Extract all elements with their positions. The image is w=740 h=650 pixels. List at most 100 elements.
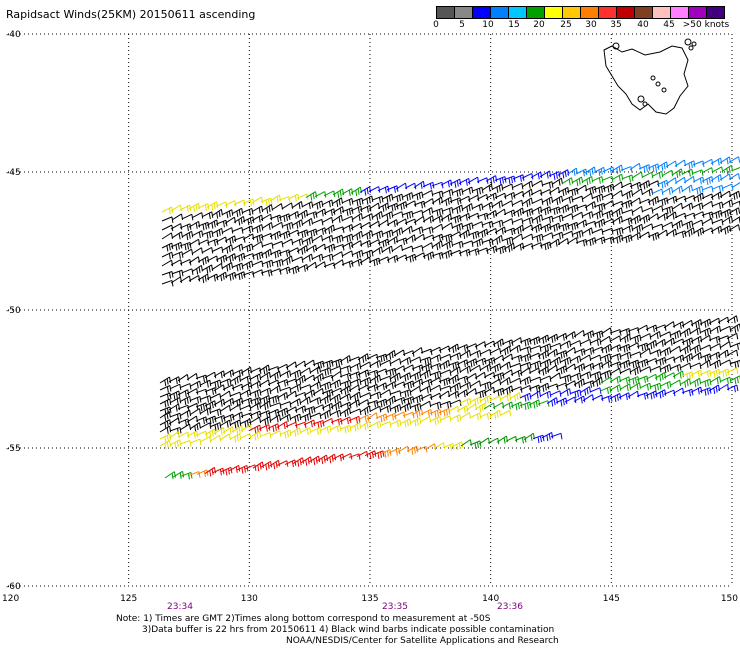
wind-barb <box>329 379 342 389</box>
wind-barb <box>311 253 324 262</box>
wind-barb <box>204 387 217 395</box>
wind-barb <box>641 171 654 179</box>
wind-barb <box>276 392 289 400</box>
wind-barb <box>539 358 552 368</box>
wind-barb <box>393 365 406 372</box>
wind-barb <box>726 315 738 324</box>
wind-barb <box>509 377 522 385</box>
wind-barb <box>539 375 552 383</box>
wind-barb <box>681 168 694 177</box>
wind-barb <box>329 424 342 433</box>
wind-barb <box>447 343 460 354</box>
wind-barb <box>529 360 542 370</box>
wind-barb <box>231 207 244 218</box>
wind-barb <box>561 213 574 220</box>
wind-barb <box>564 347 576 355</box>
wind-barb <box>491 219 504 228</box>
wind-barb <box>511 182 524 190</box>
wind-barb <box>654 324 667 331</box>
wind-barb <box>289 383 302 392</box>
wind-barb <box>399 389 412 398</box>
wind-barb <box>349 422 362 432</box>
wind-barb <box>671 202 683 210</box>
wind-barb <box>289 398 302 407</box>
wind-barb <box>731 216 740 224</box>
wind-barb <box>179 395 192 406</box>
wind-barb <box>571 230 584 239</box>
wind-barb <box>424 443 437 450</box>
wind-barb <box>199 436 212 443</box>
latitude-label: -45 <box>6 168 21 178</box>
wind-barb <box>341 207 354 216</box>
wind-barb <box>501 183 514 191</box>
wind-barb <box>600 376 613 384</box>
wind-barb <box>389 390 402 397</box>
wind-barb <box>401 225 413 234</box>
wind-barb <box>647 232 660 241</box>
longitude-label: 150 <box>721 594 738 604</box>
wind-barb <box>402 364 415 371</box>
wind-barb <box>699 359 711 368</box>
wind-barb <box>719 325 732 333</box>
wind-barb <box>471 186 484 196</box>
wind-barb <box>479 363 492 372</box>
wind-barb <box>222 397 235 406</box>
wind-barb <box>669 363 682 372</box>
wind-barb <box>309 396 322 405</box>
wind-barb <box>170 204 183 212</box>
wind-barb <box>699 378 712 388</box>
wind-barb <box>309 412 322 420</box>
wind-barb <box>368 220 381 228</box>
wind-barb <box>188 220 201 229</box>
wind-barb <box>406 445 419 455</box>
wind-barb <box>631 171 643 179</box>
wind-barb <box>171 269 184 278</box>
wind-barb <box>389 404 402 414</box>
wind-barb <box>521 216 534 225</box>
wind-barb <box>566 237 579 245</box>
legend-label: 20 <box>533 20 545 30</box>
legend-label: 5 <box>459 20 465 30</box>
wind-barb <box>399 402 412 412</box>
wind-barb <box>431 251 444 260</box>
wind-barb <box>215 236 228 244</box>
wind-barb <box>224 253 237 263</box>
wind-barb <box>581 176 594 186</box>
wind-barb <box>438 377 451 386</box>
tasmania-outline <box>603 45 689 115</box>
wind-barb <box>479 381 492 390</box>
wind-barb <box>440 233 453 242</box>
wind-barb <box>681 319 694 327</box>
wind-barb <box>591 376 603 387</box>
wind-barb <box>169 396 182 405</box>
island-outline <box>661 87 667 93</box>
wind-barb <box>669 345 682 353</box>
wind-barb <box>409 371 422 381</box>
wind-barb <box>551 231 564 240</box>
wind-barb <box>661 221 674 229</box>
wind-barb <box>719 359 732 366</box>
wind-barb <box>319 425 332 434</box>
wind-barb <box>364 450 377 460</box>
wind-barb <box>350 222 363 230</box>
wind-barb <box>591 210 604 220</box>
wind-barb <box>260 460 273 471</box>
wind-barb <box>259 371 271 380</box>
wind-barb <box>399 418 412 428</box>
wind-barb <box>199 395 212 403</box>
wind-barb <box>690 369 703 378</box>
wind-barb <box>510 354 523 363</box>
wind-barb <box>499 361 511 370</box>
wind-barb <box>537 350 550 360</box>
wind-barb <box>701 217 714 225</box>
wind-barb <box>402 411 415 419</box>
wind-barb <box>397 445 410 453</box>
wind-barb <box>361 213 374 221</box>
wind-barb <box>476 247 489 255</box>
wind-barb <box>441 206 454 215</box>
wind-barb <box>251 224 264 234</box>
wind-barb <box>719 376 732 385</box>
island-outline <box>637 95 645 103</box>
wind-barb <box>665 195 678 204</box>
wind-barb <box>609 329 622 336</box>
